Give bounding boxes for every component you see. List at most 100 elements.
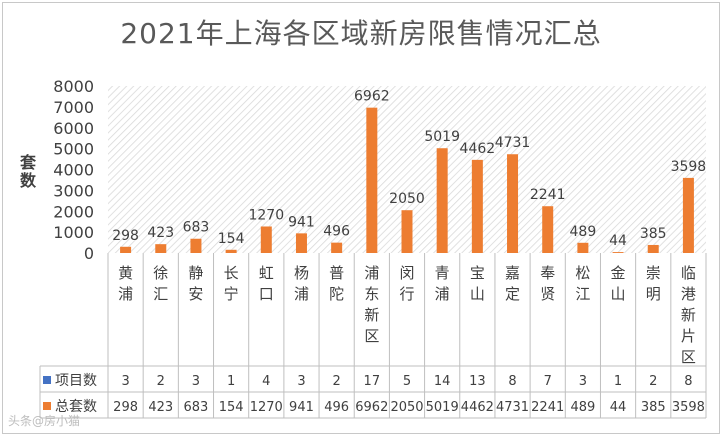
category-label: 定 [505, 285, 520, 303]
table-value: 385 [641, 400, 666, 415]
bar [577, 242, 589, 253]
watermark: 头条@房小猫 [8, 414, 81, 428]
table-value: 7 [544, 374, 552, 389]
bar [612, 252, 624, 253]
legend-label: 项目数 [55, 373, 97, 389]
y-axis-label: 数 [20, 171, 37, 190]
table-value: 941 [289, 400, 314, 415]
bar [401, 210, 413, 253]
category-label: 新 [681, 306, 696, 324]
table-value: 5 [403, 374, 411, 389]
bar-value-label: 385 [640, 226, 667, 242]
bar [647, 244, 659, 253]
category-label: 汇 [153, 285, 168, 303]
y-tick-label: 8000 [53, 77, 94, 96]
y-tick-label: 0 [84, 244, 94, 263]
category-label: 奉 [540, 264, 555, 282]
category-label: 陀 [329, 285, 344, 303]
y-tick-label: 2000 [53, 202, 94, 221]
bar [436, 148, 448, 253]
y-tick-label: 1000 [53, 223, 94, 242]
bar [542, 206, 554, 253]
bar-value-label: 2241 [530, 187, 566, 203]
category-label: 徐 [153, 264, 168, 282]
bar-value-label: 154 [218, 231, 245, 247]
bar-value-label: 423 [147, 225, 174, 241]
category-label: 江 [575, 285, 590, 303]
category-label: 浦 [364, 264, 379, 282]
category-label: 浦 [118, 285, 133, 303]
category-label: 宝 [470, 264, 485, 282]
bar [120, 246, 132, 253]
bar [295, 233, 307, 253]
bar [155, 244, 167, 253]
table-value: 3 [192, 374, 200, 389]
table-value: 13 [469, 374, 486, 389]
table-value: 2 [333, 374, 341, 389]
legend-label: 总套数 [55, 399, 97, 415]
y-tick-label: 3000 [53, 181, 94, 200]
bar [260, 226, 272, 253]
category-label: 贤 [540, 285, 555, 303]
category-label: 山 [470, 285, 485, 303]
table-value: 2050 [390, 400, 423, 415]
y-tick-label: 6000 [53, 119, 94, 138]
category-label: 港 [681, 285, 696, 303]
bar-value-label: 4731 [495, 135, 531, 151]
bar-value-label: 2050 [389, 191, 425, 207]
bar [366, 107, 378, 254]
table-value: 2241 [531, 400, 564, 415]
table-value: 4731 [496, 400, 529, 415]
table-value: 2 [649, 374, 657, 389]
category-label: 静 [188, 264, 203, 282]
bar-value-label: 941 [288, 214, 315, 230]
table-value: 44 [610, 400, 627, 415]
bar-value-label: 4462 [460, 141, 496, 157]
category-label: 长 [224, 264, 239, 282]
bar-value-label: 6962 [354, 89, 390, 105]
legend-swatch [43, 402, 51, 410]
category-label: 区 [681, 348, 696, 366]
bar [471, 159, 483, 253]
table-value: 1 [614, 374, 622, 389]
bar-value-label: 496 [323, 224, 350, 240]
y-axis-label: 套 [19, 153, 37, 172]
table-value: 298 [113, 400, 138, 415]
table-value: 4462 [461, 400, 494, 415]
bar [225, 249, 237, 253]
category-label: 新 [364, 306, 379, 324]
y-tick-label: 7000 [53, 98, 94, 117]
category-label: 行 [399, 285, 414, 303]
category-label: 口 [259, 285, 274, 303]
category-label: 崇 [646, 264, 661, 282]
bar [190, 238, 202, 253]
y-tick-label: 4000 [53, 161, 94, 180]
category-label: 闵 [399, 264, 414, 282]
category-label: 东 [364, 285, 379, 303]
chart-title: 2021年上海各区域新房限售情况汇总 [120, 17, 602, 50]
category-label: 区 [364, 327, 379, 345]
category-label: 黄 [118, 264, 133, 282]
table-value: 17 [364, 374, 381, 389]
bar-value-label: 683 [183, 220, 210, 236]
category-label: 虹 [259, 264, 274, 282]
table-value: 5019 [426, 400, 459, 415]
category-label: 片 [681, 327, 696, 345]
bar [682, 177, 694, 253]
table-value: 8 [508, 374, 516, 389]
table-value: 489 [570, 400, 595, 415]
bar [507, 154, 519, 253]
table-value: 423 [148, 400, 173, 415]
y-tick-label: 5000 [53, 140, 94, 159]
table-value: 3598 [672, 400, 705, 415]
bar-value-label: 44 [609, 233, 627, 249]
legend-swatch [43, 376, 51, 384]
category-label: 宁 [224, 285, 239, 303]
category-label: 明 [646, 285, 661, 303]
category-label: 安 [188, 285, 203, 303]
table-value: 3 [121, 374, 129, 389]
category-label: 临 [681, 264, 696, 282]
table-value: 2 [157, 374, 165, 389]
table-value: 6962 [355, 400, 388, 415]
